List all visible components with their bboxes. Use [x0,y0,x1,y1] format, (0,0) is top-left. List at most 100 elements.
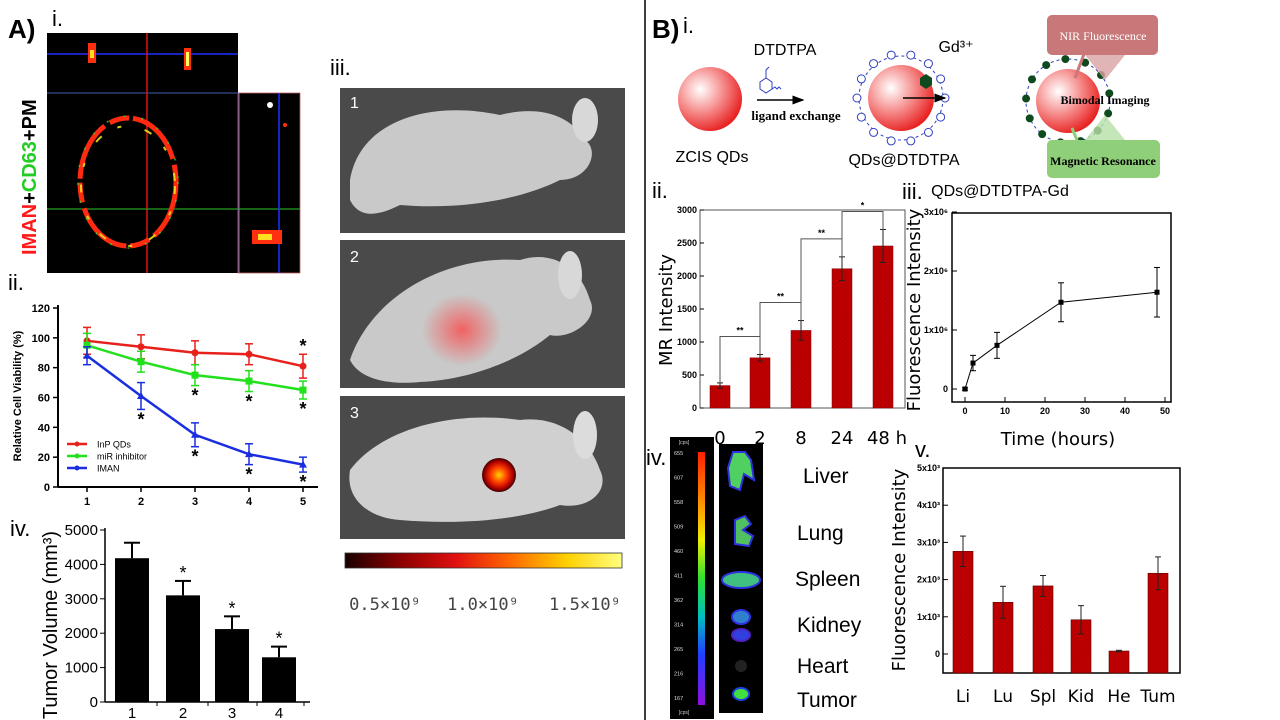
significance-mark: * [228,598,235,618]
y-axis-label: Fluorescence Intensity [904,208,925,411]
bimodal-imaging-label: Bimodal Imaging [1060,93,1149,107]
y-tick-label: 120 [32,303,50,315]
organ-label: Liver [803,465,849,488]
gd-dot [1022,94,1031,103]
scale-unit-label: [cps] [679,710,690,716]
plot-frame [951,212,1172,403]
data-point [1058,299,1064,305]
significance-mark: * [245,465,252,485]
organ-label: Spleen [795,568,860,591]
y-tick-label: 0 [44,482,50,494]
scale-tick-label: 216 [674,672,683,678]
panel-label-A-iii: iii. [330,55,351,80]
panel-label-B-iv: iv. [646,445,666,470]
y-tick-label: 3x10³ [917,537,940,547]
reagent-label: DTDTPA [754,42,817,59]
ligand-circles [852,50,950,146]
significance-mark: * [179,563,186,583]
data-point [137,343,145,351]
ligand-circle [856,74,866,84]
y-tick-label: 0 [692,403,697,413]
gd-dot [1042,61,1051,70]
reagent-label: Gd³⁺ [938,39,973,56]
bar [749,357,771,409]
significance-mark: * [191,447,198,467]
y-tick-label: 40 [38,422,50,434]
scale-unit-label: [cps] [679,440,690,446]
x-tick-label: Kid [1068,687,1095,707]
data-point [83,341,91,349]
gd-dot [1081,58,1090,67]
x-tick-label: 20 [1040,406,1050,416]
nir-fluorescence-label: NIR Fluorescence [1060,29,1147,43]
y-axis-label: Fluorescence Intensity [889,468,910,671]
ligand-circle [869,59,879,69]
x-tick-label: 4 [246,496,253,508]
bar [872,245,894,409]
panel-label-B-iii: iii. [902,179,923,204]
mouse-number-1: 1 [350,95,359,112]
y-tick-label: 60 [38,393,50,405]
ligand-circle [923,127,933,137]
data-point [245,450,253,458]
x-tick-label: Li [956,687,970,707]
x-tick-label: 1 [128,705,136,720]
product-label: QDs@DTDTPA [848,152,959,169]
panel-label-B-ii: ii. [652,178,668,203]
ligand-circle [936,112,946,122]
x-tick-label: Spl [1030,687,1056,707]
x-tick-label: 0 [962,406,967,416]
panel-label-B-v: v. [915,437,930,462]
legend-marker [74,441,80,447]
scale-tick-label: 265 [674,647,683,653]
legend-label: IMAN [97,464,120,474]
product-label: QDs@DTDTPA-Gd [931,183,1069,200]
step-label: ligand exchange [751,108,840,123]
x-tick-label: 24 [831,428,854,449]
nir-fluorescence-box [1047,15,1158,55]
magnetic-resonance-box [1047,140,1160,178]
bar [790,330,812,409]
bar [1108,650,1130,674]
significance-mark: ** [777,292,785,302]
y-tick-label: 5000 [65,522,98,539]
ligand-circle [869,127,879,137]
y-tick-label: 0 [90,694,98,711]
y-tick-label: 4x10³ [917,500,940,510]
stain-label-part: IMAN [19,204,41,255]
gd-dot [1028,75,1037,84]
y-tick-label: 2500 [677,238,697,248]
y-tick-label: 1x10⁶ [924,325,948,335]
panel-label-B: B) [652,14,679,44]
scale-tick-label: 655 [674,451,683,457]
y-axis-label: Relative Cell Viability (%) [12,330,24,461]
x-tick-label: 40 [1120,406,1130,416]
data-point [299,362,307,370]
gd-dot [1104,109,1113,118]
y-tick-label: 3000 [65,591,98,608]
bar [1032,585,1054,674]
x-tick-label: 10 [1000,406,1010,416]
y-tick-label: 2000 [65,625,98,642]
y-tick-label: 1000 [677,337,697,347]
scale-tick-label: 314 [674,623,683,629]
x-tick-label: 48 h [867,428,907,449]
synthesis-scheme [678,15,1160,178]
organ-label: Heart [797,655,849,678]
panel-label-A-ii: ii. [8,270,24,295]
organ-label: Kidney [797,614,862,637]
x-tick-label: 50 [1160,406,1170,416]
y-tick-label: 2x10⁶ [924,266,948,276]
x-tick-label: 1 [84,496,90,508]
data-point [137,392,145,400]
bar [166,595,200,702]
ligand-circle [936,74,946,84]
significance-mark: * [191,386,198,406]
mouse-image-2 [340,240,625,388]
x-tick-label: Tum [1139,687,1175,707]
data-point [245,377,253,385]
y-tick-label: 3x10⁶ [924,207,948,217]
confocal-image [47,33,301,274]
ligand-circle [886,50,896,60]
